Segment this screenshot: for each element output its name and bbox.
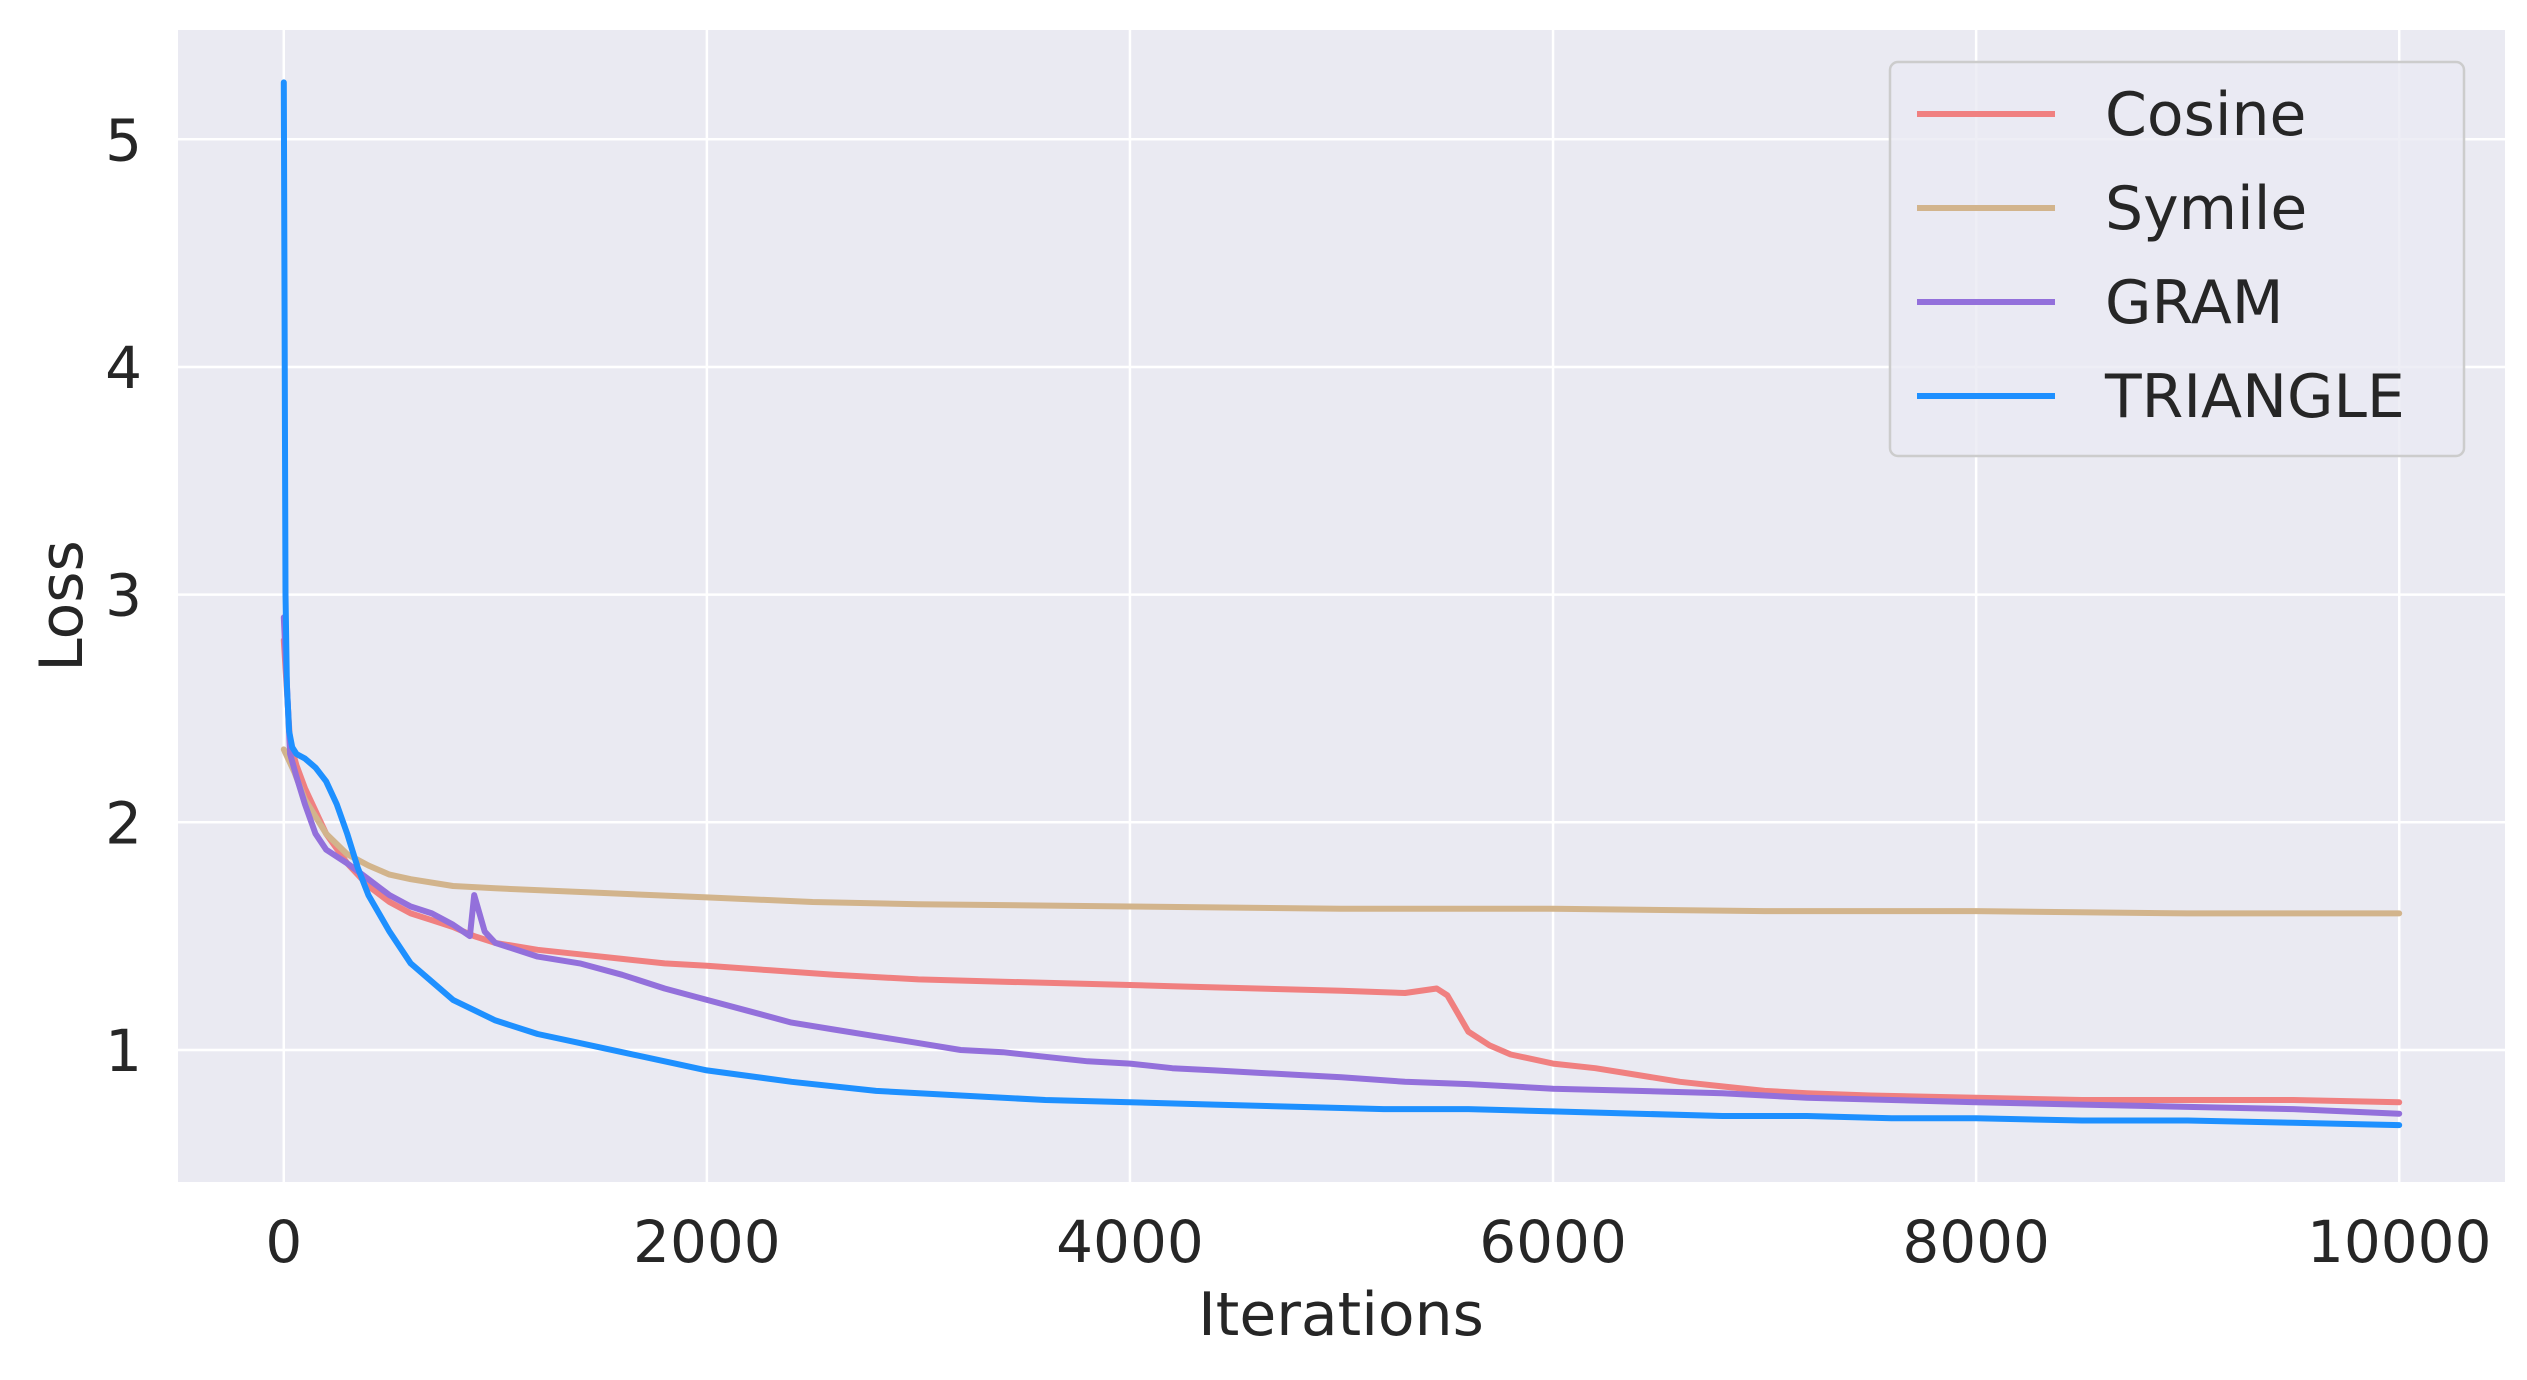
x-tick-label: 2000 xyxy=(633,1208,781,1276)
series-line-cosine xyxy=(280,637,2403,1106)
series-line-triangle xyxy=(280,79,2403,1129)
series-line-gram xyxy=(280,614,2403,1117)
y-tick-label: 3 xyxy=(105,562,142,630)
y-tick-label: 1 xyxy=(105,1017,142,1085)
legend-box xyxy=(1888,60,2466,458)
x-tick-label: 8000 xyxy=(1902,1208,2050,1276)
x-tick-label: 4000 xyxy=(1056,1208,1204,1276)
legend-label-gram: GRAM xyxy=(2105,268,2284,338)
x-axis-label: Iterations xyxy=(1198,1280,1484,1350)
y-tick-label: 5 xyxy=(105,106,142,174)
legend-label-triangle: TRIANGLE xyxy=(2104,362,2405,432)
series-line-symile xyxy=(280,746,2403,917)
y-axis-label: Loss xyxy=(27,540,97,672)
y-tick-labels: 1 2 3 4 5 xyxy=(105,106,142,1085)
y-tick-label: 2 xyxy=(105,789,142,857)
legend-label-cosine: Cosine xyxy=(2105,80,2306,150)
series-lines xyxy=(280,79,2403,1129)
x-tick-label: 0 xyxy=(265,1208,302,1276)
x-tick-labels: 0 2000 4000 6000 8000 10000 xyxy=(265,1208,2491,1276)
x-tick-label: 6000 xyxy=(1479,1208,1627,1276)
legend-label-symile: Symile xyxy=(2105,174,2307,244)
x-tick-label: 10000 xyxy=(2307,1208,2492,1276)
y-tick-label: 4 xyxy=(105,334,142,402)
legend: Cosine Symile GRAM TRIANGLE xyxy=(1888,60,2466,458)
